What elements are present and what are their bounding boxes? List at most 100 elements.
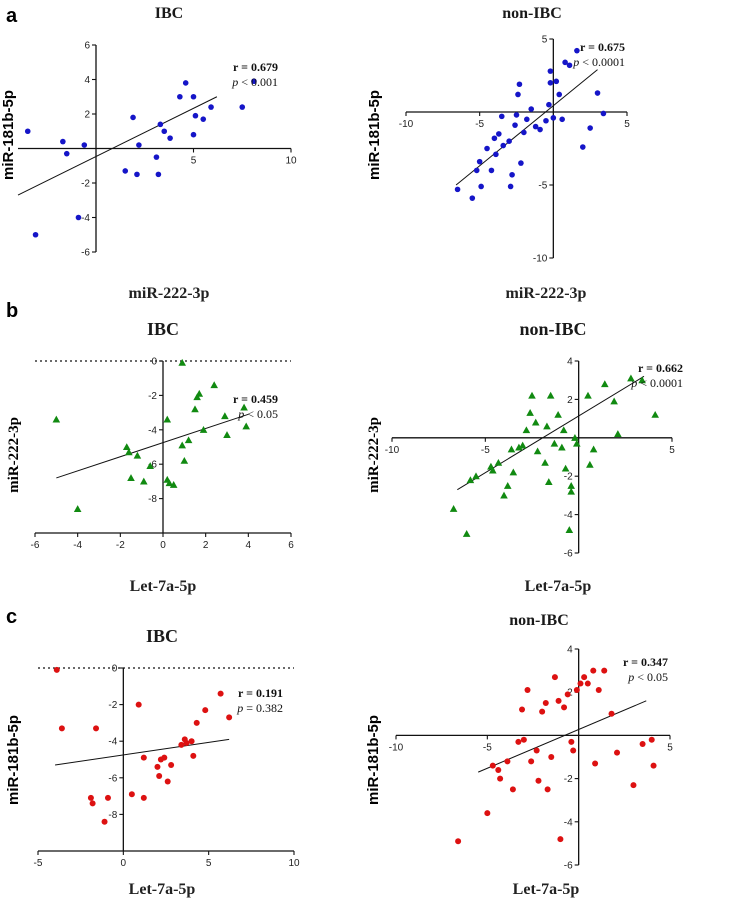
x-tick-label: 5 [667,742,673,753]
data-point [509,786,516,793]
data-point [180,456,189,464]
data-point [559,426,568,434]
data-point [558,443,566,451]
x-axis-label: Let-7a-5p [513,881,580,898]
data-point [190,93,197,100]
data-point [507,445,516,453]
x-tick-label: 4 [246,540,252,551]
data-point [518,441,527,449]
stat-p-value: p < 0.0001 [630,376,683,390]
x-axis-label: miR-222-3p [129,285,210,302]
data-point [567,482,575,489]
data-point [136,142,142,148]
y-axis-label: miR-181b-5p [366,90,383,180]
data-point [515,443,523,451]
data-point [190,131,197,138]
data-point [167,135,173,141]
x-tick-label: 0 [160,540,166,551]
data-point [199,426,208,433]
data-point [610,397,618,405]
data-point [52,415,61,423]
data-point [526,409,534,416]
y-tick-label: -6 [148,460,157,471]
data-point [496,131,502,137]
regression-line [56,413,249,479]
data-point [548,754,555,760]
data-point [153,154,160,160]
stat-p-value: p < 0.05 [627,670,668,684]
chart-title: non-IBC [502,5,562,22]
data-point [539,708,546,715]
data-point [519,706,526,713]
data-point [135,701,142,708]
data-point [545,478,553,485]
data-point [484,145,490,152]
stat-p-value: p = 0.382 [236,701,283,715]
data-point [580,144,586,150]
y-tick-label: -2 [148,391,157,402]
data-point [565,526,574,533]
data-point [489,466,497,474]
data-point [532,123,539,130]
y-tick-label: -6 [108,773,117,784]
data-point [63,150,70,157]
data-point [455,838,462,845]
data-point [127,474,135,481]
data-point [154,763,161,770]
y-tick-label: 5 [542,35,548,46]
data-point [555,697,562,704]
data-point [478,183,484,190]
data-point [543,422,551,430]
data-point [574,47,580,54]
data-point [547,80,554,86]
data-point [586,460,594,468]
data-point [488,167,495,174]
data-point [590,667,597,674]
data-point [53,666,60,673]
regression-line [457,375,645,491]
data-point [614,749,621,756]
data-point [497,775,504,782]
data-point [449,505,458,512]
data-point [570,747,577,754]
data-point [581,674,588,681]
data-point [627,374,635,382]
data-point [543,117,549,124]
data-point [188,738,195,745]
data-point [562,59,568,66]
data-point [509,171,515,178]
data-point [476,158,483,165]
data-point [524,116,530,123]
stat-p-value: p < 0.05 [237,407,278,421]
data-point [161,754,168,761]
data-point [546,391,555,399]
data-point [524,687,531,694]
data-point [589,445,598,453]
x-tick-label: -5 [34,858,43,869]
data-point [614,430,622,437]
data-point [226,714,233,721]
x-tick-label: 5 [191,156,197,167]
data-point [542,700,549,706]
data-point [32,231,39,238]
regression-line [478,700,647,773]
y-axis-label: miR-181b-5p [0,90,17,180]
y-tick-label: -5 [538,181,547,192]
chart-c-ibc: IBC miR-181b-5p Let-7a-5p -5 0 5 10 0 -2 -4 -6 -8 r … [5,626,300,898]
y-tick-label: -4 [81,213,90,224]
data-point [544,786,551,793]
stat-r-value: r = 0.662 [638,361,683,375]
data-point [587,125,593,131]
chart-a-non-ibc: non-IBC miR-181b-5p miR-222-3p -10 -5 5 -10 -5 5… [366,5,630,302]
data-point [200,116,207,122]
data-point [133,451,142,459]
data-point [156,772,163,779]
data-point [528,391,536,399]
data-point [550,439,559,447]
data-point [140,754,147,761]
data-point [73,505,82,512]
data-point [495,766,502,773]
data-point [251,78,257,85]
data-point [650,762,657,769]
